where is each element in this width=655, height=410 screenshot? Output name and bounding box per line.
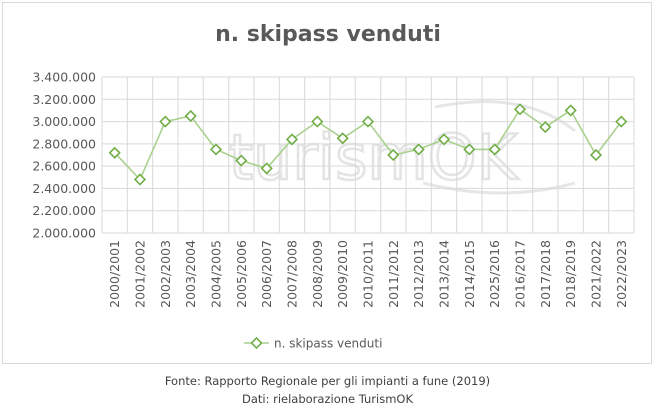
x-tick-label: 2004/2005 [209,240,224,308]
x-tick-label: 2008/2009 [310,240,325,308]
data-point-marker [209,143,223,156]
chart-title: n. skipass venduti [215,22,441,47]
watermark-swoosh-top [434,100,576,133]
x-tick-label: 2013/2014 [437,240,452,308]
y-tick-label: 3.000.000 [32,114,96,129]
x-tick-label: 2006/2007 [259,240,274,308]
data-point-marker [539,121,552,134]
data-point-marker [513,103,527,116]
data-point-marker [235,154,248,167]
legend-label: n. skipass venduti [274,337,382,351]
data-point-marker [285,133,299,146]
x-tick-label: 2003/2004 [183,240,198,308]
data-point-marker [311,115,324,128]
data-point-marker [159,115,172,128]
data-point-marker [108,146,121,159]
y-tick-label: 2.600.000 [32,159,96,174]
source-line: Fonte: Rapporto Regionale per gli impian… [164,374,491,388]
x-tick-label: 2010/2011 [361,240,376,308]
x-tick-label: 2001/2002 [133,240,148,308]
x-tick-label: 2016/2017 [513,240,528,308]
data-point-marker [615,115,628,128]
x-tick-label: 2018/2019 [563,240,578,308]
data-credit-line: Dati: rielaborazione TurismOK [241,392,414,406]
y-tick-label: 2.200.000 [32,203,96,218]
x-tick-label: 2022/2023 [614,240,629,308]
x-axis-ticks: 2000/2001 2001/2002 2002/2003 2003/2004 2004… [107,240,629,308]
x-tick-label: 2011/2012 [386,240,401,308]
x-tick-label: 2021/2022 [589,240,604,308]
x-tick-label: 2002/2003 [158,240,173,308]
y-tick-label: 3.400.000 [32,70,96,85]
x-tick-label: 2005/2006 [234,240,249,308]
x-tick-label: 2000/2001 [107,240,122,308]
y-tick-label: 3.200.000 [32,92,96,107]
data-point-marker [589,148,603,162]
line-chart: turismOK n. skipass venduti 2.000.000 2.2… [32,22,635,351]
data-point-marker [564,104,577,117]
legend: n. skipass venduti [244,337,382,351]
data-point-marker [488,143,501,156]
data-point-marker [437,133,451,146]
data-point-marker [260,162,273,175]
data-point-marker [463,143,476,156]
chart-frame: turismOK n. skipass venduti 2.000.000 2.2… [2,2,652,364]
data-point-marker [133,173,147,186]
watermark-text: turismOK [229,121,519,194]
data-point-marker [412,143,425,156]
x-tick-label: 2017/2018 [538,240,553,308]
series-layer [108,103,628,186]
x-tick-label: 2014/2015 [462,240,477,308]
x-tick-label: 2025/2016 [487,240,502,308]
x-tick-label: 2009/2010 [335,240,350,308]
data-point-marker [361,115,375,128]
y-tick-label: 2.000.000 [32,226,96,241]
x-tick-label: 2007/2008 [285,240,300,308]
y-tick-label: 2.400.000 [32,181,96,196]
data-point-marker [336,132,349,145]
watermark-logo: turismOK [228,100,576,195]
x-tick-label: 2012/2013 [411,240,426,308]
data-point-marker [184,109,197,123]
y-axis-ticks: 2.000.000 2.200.000 2.400.000 2.600.000 2.80… [32,70,96,241]
legend-marker [250,336,263,350]
data-point-marker [387,148,400,162]
y-tick-label: 2.800.000 [32,136,96,151]
